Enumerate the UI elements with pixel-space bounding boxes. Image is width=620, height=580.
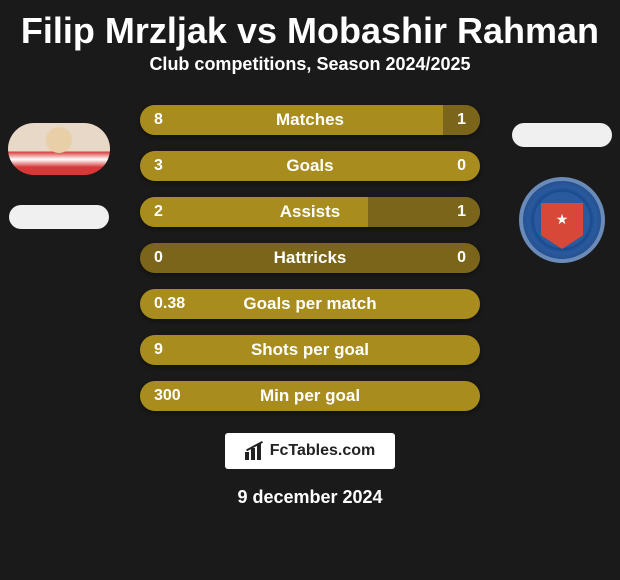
stat-row: 3Goals0 bbox=[140, 151, 480, 181]
stat-label: Hattricks bbox=[140, 248, 480, 268]
left-player-photo bbox=[8, 123, 110, 175]
stat-label: Matches bbox=[140, 110, 480, 130]
stat-label: Shots per goal bbox=[140, 340, 480, 360]
stat-row: 300Min per goal bbox=[140, 381, 480, 411]
left-player-column bbox=[8, 123, 110, 229]
stat-label: Goals per match bbox=[140, 294, 480, 314]
stat-row: 8Matches1 bbox=[140, 105, 480, 135]
left-club-placeholder bbox=[9, 205, 109, 229]
stat-value-right: 0 bbox=[457, 157, 466, 175]
branding-badge: FcTables.com bbox=[225, 433, 395, 469]
stat-label: Min per goal bbox=[140, 386, 480, 406]
stat-row: 9Shots per goal bbox=[140, 335, 480, 365]
stat-row: 0.38Goals per match bbox=[140, 289, 480, 319]
stat-bars: 8Matches13Goals02Assists10Hattricks00.38… bbox=[140, 105, 480, 411]
chart-icon bbox=[245, 442, 265, 460]
stat-row: 2Assists1 bbox=[140, 197, 480, 227]
right-club-badge bbox=[519, 177, 605, 263]
comparison-panel: 8Matches13Goals02Assists10Hattricks00.38… bbox=[0, 105, 620, 411]
stat-label: Assists bbox=[140, 202, 480, 222]
stat-value-right: 1 bbox=[457, 203, 466, 221]
date-text: 9 december 2024 bbox=[0, 487, 620, 508]
stat-value-right: 1 bbox=[457, 111, 466, 129]
stat-label: Goals bbox=[140, 156, 480, 176]
right-player-column bbox=[512, 123, 612, 263]
branding-text: FcTables.com bbox=[270, 442, 376, 460]
right-player-placeholder bbox=[512, 123, 612, 147]
page-subtitle: Club competitions, Season 2024/2025 bbox=[0, 54, 620, 95]
stat-row: 0Hattricks0 bbox=[140, 243, 480, 273]
stat-value-right: 0 bbox=[457, 249, 466, 267]
page-title: Filip Mrzljak vs Mobashir Rahman bbox=[0, 0, 620, 54]
